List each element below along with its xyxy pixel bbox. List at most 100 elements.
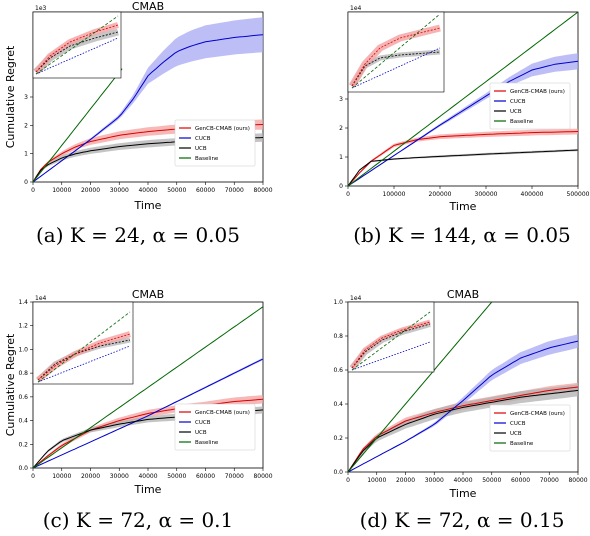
x-tick-label-a: 10000 <box>52 187 71 194</box>
y-tick-label-d: 0.8 <box>333 333 343 340</box>
legend-label-d: Baseline <box>510 441 534 447</box>
multiplier-d: 1e4 <box>350 295 362 302</box>
ylabel-c: Cumulative Regret <box>4 333 17 436</box>
band-cucbb <box>348 53 578 186</box>
legend-label-a: UCB <box>195 146 207 152</box>
y-tick-label-c: 0.6 <box>18 394 28 401</box>
x-tick-label-d: 30000 <box>425 477 444 484</box>
legend-label-a: Baseline <box>195 156 219 162</box>
line-baselinec <box>33 306 263 468</box>
plot-area-b: 0 100000 200000 300000 400000 500000 0 1 2 3 GenCB… <box>339 12 590 198</box>
x-tick-label-c: 10000 <box>52 473 71 480</box>
title-d: CMAB <box>447 288 479 301</box>
y-tick-label-a: 3 <box>24 94 28 101</box>
series-layer-b <box>348 12 578 186</box>
legend-label-c: Baseline <box>195 440 219 446</box>
inset-red-line-d <box>351 321 431 369</box>
x-tick-label-c: 70000 <box>225 473 244 480</box>
legend-b: GenCB-CMAB (ours) CUCB UCB Baseline <box>489 82 571 130</box>
plot-area-c: 0 10000 20000 30000 40000 50000 60000 70000 8000… <box>18 299 272 480</box>
legend-label-c: UCB <box>195 430 207 436</box>
ylabel-a: Cumulative Regret <box>4 45 17 148</box>
legend-label-b: CUCB <box>510 99 526 105</box>
y-tick-label-d: 1.0 <box>333 299 343 306</box>
y-tick-label-d: 0.4 <box>333 401 343 408</box>
inset-green-line-b <box>351 13 441 89</box>
line-ucbb <box>348 149 578 186</box>
caption-c: (c) K = 72, α = 0.1 <box>43 508 234 532</box>
inset-red-line-c <box>37 333 131 381</box>
panel-c: CMAB 1e4 Time Cumulative Regret (c) K = … <box>4 288 273 532</box>
x-tick-label-c: 20000 <box>81 473 100 480</box>
y-tick-label-a: 1 <box>24 151 28 158</box>
x-tick-label-a: 60000 <box>196 187 215 194</box>
inset-green-line-d <box>351 311 431 371</box>
y-tick-label-b: 3 <box>339 96 343 103</box>
legend-label-a: GenCB-CMAB (ours) <box>195 126 250 132</box>
x-tick-label-c: 0 <box>31 473 35 480</box>
y-tick-label-c: 0.4 <box>18 418 28 425</box>
line-gencb-cmab-ours-d <box>348 386 578 472</box>
x-tick-label-a: 70000 <box>225 187 244 194</box>
x-tick-label-b: 100000 <box>383 191 406 198</box>
inset-black-line-a <box>35 31 119 73</box>
y-tick-label-c: 1.0 <box>18 346 28 353</box>
title-c: CMAB <box>132 288 164 301</box>
x-tick-label-c: 50000 <box>167 473 186 480</box>
line-baselinea <box>33 68 123 182</box>
title-a: CMAB <box>132 0 164 13</box>
legend-label-b: UCB <box>510 109 522 115</box>
x-tick-label-c: 60000 <box>196 473 215 480</box>
inset-black-line-b <box>351 51 441 87</box>
x-tick-label-a: 40000 <box>138 187 157 194</box>
legend-box-d <box>489 404 571 452</box>
y-tick-label-a: 0 <box>24 179 28 186</box>
x-tick-label-b: 200000 <box>429 191 452 198</box>
x-tick-label-a: 0 <box>31 187 35 194</box>
y-tick-label-c: 0.8 <box>18 370 28 377</box>
y-tick-label-c: 0.0 <box>18 465 28 472</box>
legend-label-d: UCB <box>510 431 522 437</box>
line-cucba <box>33 34 263 182</box>
x-tick-label-d: 10000 <box>367 477 386 484</box>
legend-box-c <box>174 403 256 451</box>
caption-b: (b) K = 144, α = 0.05 <box>353 223 571 247</box>
series-layer-d <box>348 302 578 472</box>
inset-red-line-b <box>351 27 441 87</box>
x-tick-label-d: 70000 <box>540 477 559 484</box>
y-tick-label-b: 2 <box>339 125 343 132</box>
legend-box-b <box>489 82 571 130</box>
inset-blue-line-b <box>351 47 441 89</box>
x-tick-label-b: 500000 <box>567 191 590 198</box>
multiplier-c: 1e4 <box>35 295 47 302</box>
y-tick-label-d: 0.2 <box>333 435 343 442</box>
plot-area-a: 0 10000 20000 30000 40000 50000 60000 70000 8000… <box>24 17 273 194</box>
y-tick-label-d: 0.0 <box>333 469 343 476</box>
y-tick-label-c: 1.4 <box>18 299 28 306</box>
x-tick-label-d: 60000 <box>511 477 530 484</box>
band-gencb-cmab-ours-c <box>33 395 263 468</box>
x-tick-label-d: 0 <box>346 477 350 484</box>
inset-blue-line-d <box>351 341 431 371</box>
y-tick-label-c: 0.2 <box>18 441 28 448</box>
inset-d <box>347 301 435 373</box>
x-tick-label-c: 40000 <box>138 473 157 480</box>
x-tick-label-d: 40000 <box>453 477 472 484</box>
inset-blue-line-c <box>37 345 131 383</box>
xlabel-d: Time <box>449 487 477 500</box>
legend-label-c: CUCB <box>195 420 211 426</box>
xlabel-c: Time <box>134 483 162 496</box>
line-gencb-cmab-ours-b <box>348 131 578 186</box>
x-tick-label-a: 30000 <box>110 187 129 194</box>
x-tick-label-b: 0 <box>346 191 350 198</box>
legend-label-a: CUCB <box>195 136 211 142</box>
legend-label-d: GenCB-CMAB (ours) <box>510 411 565 417</box>
inset-c <box>32 301 134 385</box>
x-tick-label-a: 20000 <box>81 187 100 194</box>
caption-d: (d) K = 72, α = 0.15 <box>360 508 565 532</box>
x-tick-label-d: 20000 <box>396 477 415 484</box>
plot-area-d: 0 10000 20000 30000 40000 50000 60000 70000 8000… <box>333 299 587 484</box>
inset-green-line-a <box>35 15 119 75</box>
caption-a: (a) K = 24, α = 0.05 <box>36 223 240 247</box>
